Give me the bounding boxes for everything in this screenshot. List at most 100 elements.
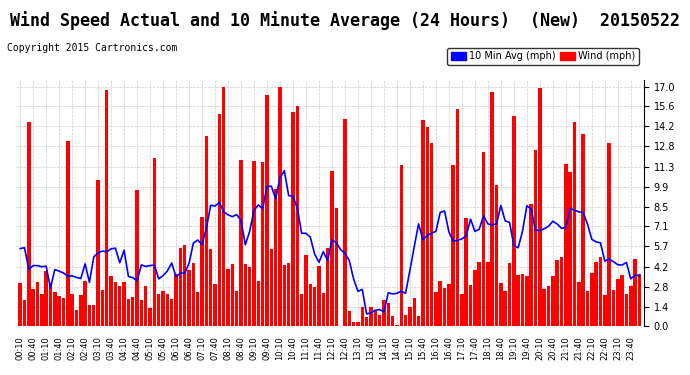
Bar [291,112,295,326]
Bar [283,265,286,326]
Bar [612,290,615,326]
Bar [408,306,412,326]
Bar [23,300,26,326]
Bar [317,266,321,326]
Bar [391,316,394,326]
Bar [157,294,161,326]
Bar [49,284,52,326]
Bar [365,317,368,326]
Bar [92,305,95,326]
Bar [386,303,390,326]
Bar [569,172,572,326]
Bar [213,284,217,326]
Bar [114,282,117,326]
Bar [270,249,273,326]
Bar [118,286,121,326]
Bar [417,316,420,326]
Bar [326,248,329,326]
Bar [395,325,399,326]
Bar [521,274,524,326]
Bar [57,296,61,326]
Bar [620,275,624,326]
Bar [477,262,481,326]
Bar [101,290,104,326]
Bar [456,109,460,326]
Bar [105,90,108,326]
Bar [348,311,351,326]
Bar [529,204,533,326]
Bar [217,114,221,326]
Bar [499,283,502,326]
Bar [53,292,57,326]
Bar [421,120,424,326]
Bar [469,285,472,326]
Bar [230,264,234,326]
Bar [265,96,268,326]
Bar [70,294,74,326]
Bar [603,295,607,326]
Bar [322,293,325,326]
Bar [473,270,477,326]
Bar [83,281,87,326]
Bar [629,286,633,326]
Bar [426,127,429,326]
Bar [495,185,498,326]
Bar [378,315,382,326]
Bar [356,322,359,326]
Bar [300,294,304,326]
Bar [577,282,580,326]
Bar [638,274,641,326]
Bar [261,162,264,326]
Bar [430,143,433,326]
Bar [222,87,226,326]
Bar [152,158,156,326]
Bar [607,142,611,326]
Bar [257,281,260,326]
Bar [274,189,277,326]
Bar [109,276,113,326]
Bar [235,291,239,326]
Bar [295,105,299,326]
Bar [248,267,251,326]
Bar [205,136,208,326]
Bar [97,180,100,326]
Bar [439,281,442,326]
Bar [447,284,451,326]
Bar [88,304,91,326]
Bar [451,165,455,326]
Bar [44,271,48,326]
Bar [443,288,446,326]
Bar [192,263,195,326]
Bar [542,290,546,326]
Bar [586,291,589,326]
Bar [170,299,173,326]
Bar [555,260,559,326]
Bar [413,298,416,326]
Bar [361,307,364,326]
Bar [369,307,373,326]
Bar [79,296,83,326]
Bar [32,289,35,326]
Bar [343,119,346,326]
Bar [516,275,520,326]
Bar [486,262,490,326]
Bar [599,256,602,326]
Bar [226,269,230,326]
Bar [434,292,437,326]
Bar [313,287,317,326]
Legend: 10 Min Avg (mph), Wind (mph): 10 Min Avg (mph), Wind (mph) [447,48,639,65]
Bar [144,286,148,326]
Bar [534,150,538,326]
Bar [491,92,494,326]
Bar [40,294,43,326]
Bar [525,276,529,326]
Bar [373,311,377,326]
Bar [278,87,282,326]
Bar [200,217,204,326]
Bar [148,308,152,326]
Bar [75,310,78,326]
Bar [19,283,22,326]
Bar [594,262,598,326]
Bar [633,259,637,326]
Bar [183,245,186,326]
